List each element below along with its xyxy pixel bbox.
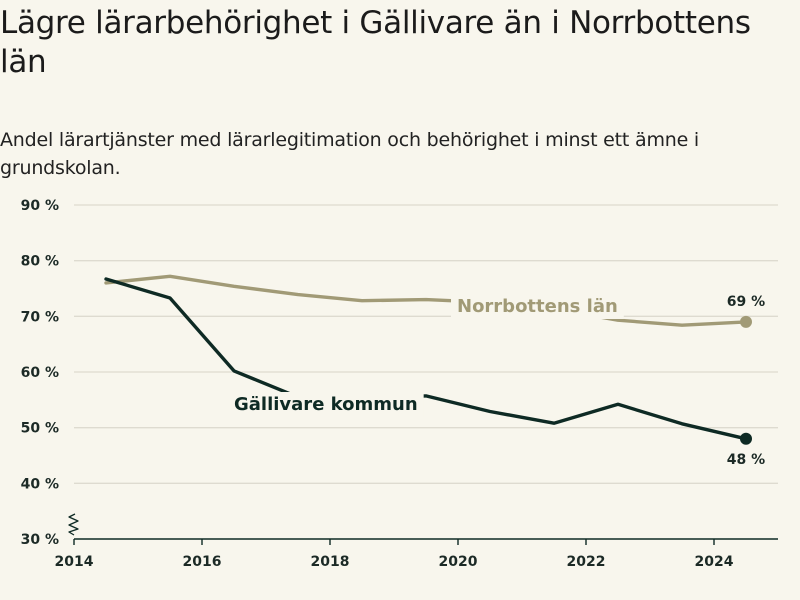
label-group: Norrbottens län Gällivare kommun 69 % 48 % — [228, 294, 765, 468]
series-line-gallivare — [104, 277, 748, 441]
y-tick-label-30: 30 % — [21, 532, 59, 548]
y-tick-label-80: 80 % — [21, 254, 59, 270]
x-tick-label-2020: 2020 — [439, 554, 478, 570]
series-label-norrbotten: Norrbottens län — [457, 296, 618, 317]
x-tick-label-2018: 2018 — [311, 554, 350, 570]
gridlines — [74, 204, 778, 484]
series-group — [104, 274, 752, 445]
chart-subtitle: Andel lärartjänster med lärarlegitimatio… — [0, 129, 700, 179]
series-label-bg-gallivare — [228, 392, 424, 417]
x-tick-label-2016: 2016 — [183, 554, 222, 570]
x-tick-label-2024: 2024 — [695, 554, 734, 570]
axis-break-zigzag — [68, 513, 79, 536]
y-axis-ticks: 30 % 40 % 50 % 60 % 70 % 80 % 90 % — [21, 198, 59, 548]
x-axis-ticks: 2014 2016 2018 2020 2022 2024 — [55, 539, 734, 570]
y-axis-break-icon — [68, 513, 79, 536]
end-marker-norrbotten — [740, 315, 752, 328]
y-tick-label-40: 40 % — [21, 476, 59, 492]
chart-title: Lägre lärarbehörighet i Gällivare än i N… — [0, 5, 751, 80]
y-tick-label-70: 70 % — [21, 309, 59, 325]
x-tick-label-2022: 2022 — [567, 554, 606, 570]
end-value-label-norrbotten: 69 % — [727, 294, 765, 310]
y-tick-label-50: 50 % — [21, 421, 59, 437]
end-value-label-gallivare: 48 % — [727, 452, 765, 468]
series-line-norrbotten — [104, 274, 748, 327]
series-label-gallivare: Gällivare kommun — [234, 394, 418, 415]
end-marker-gallivare — [740, 432, 752, 445]
y-tick-label-60: 60 % — [21, 365, 59, 381]
x-tick-label-2014: 2014 — [55, 554, 94, 570]
series-label-bg-norrbotten — [451, 294, 624, 319]
y-tick-label-90: 90 % — [21, 198, 59, 214]
